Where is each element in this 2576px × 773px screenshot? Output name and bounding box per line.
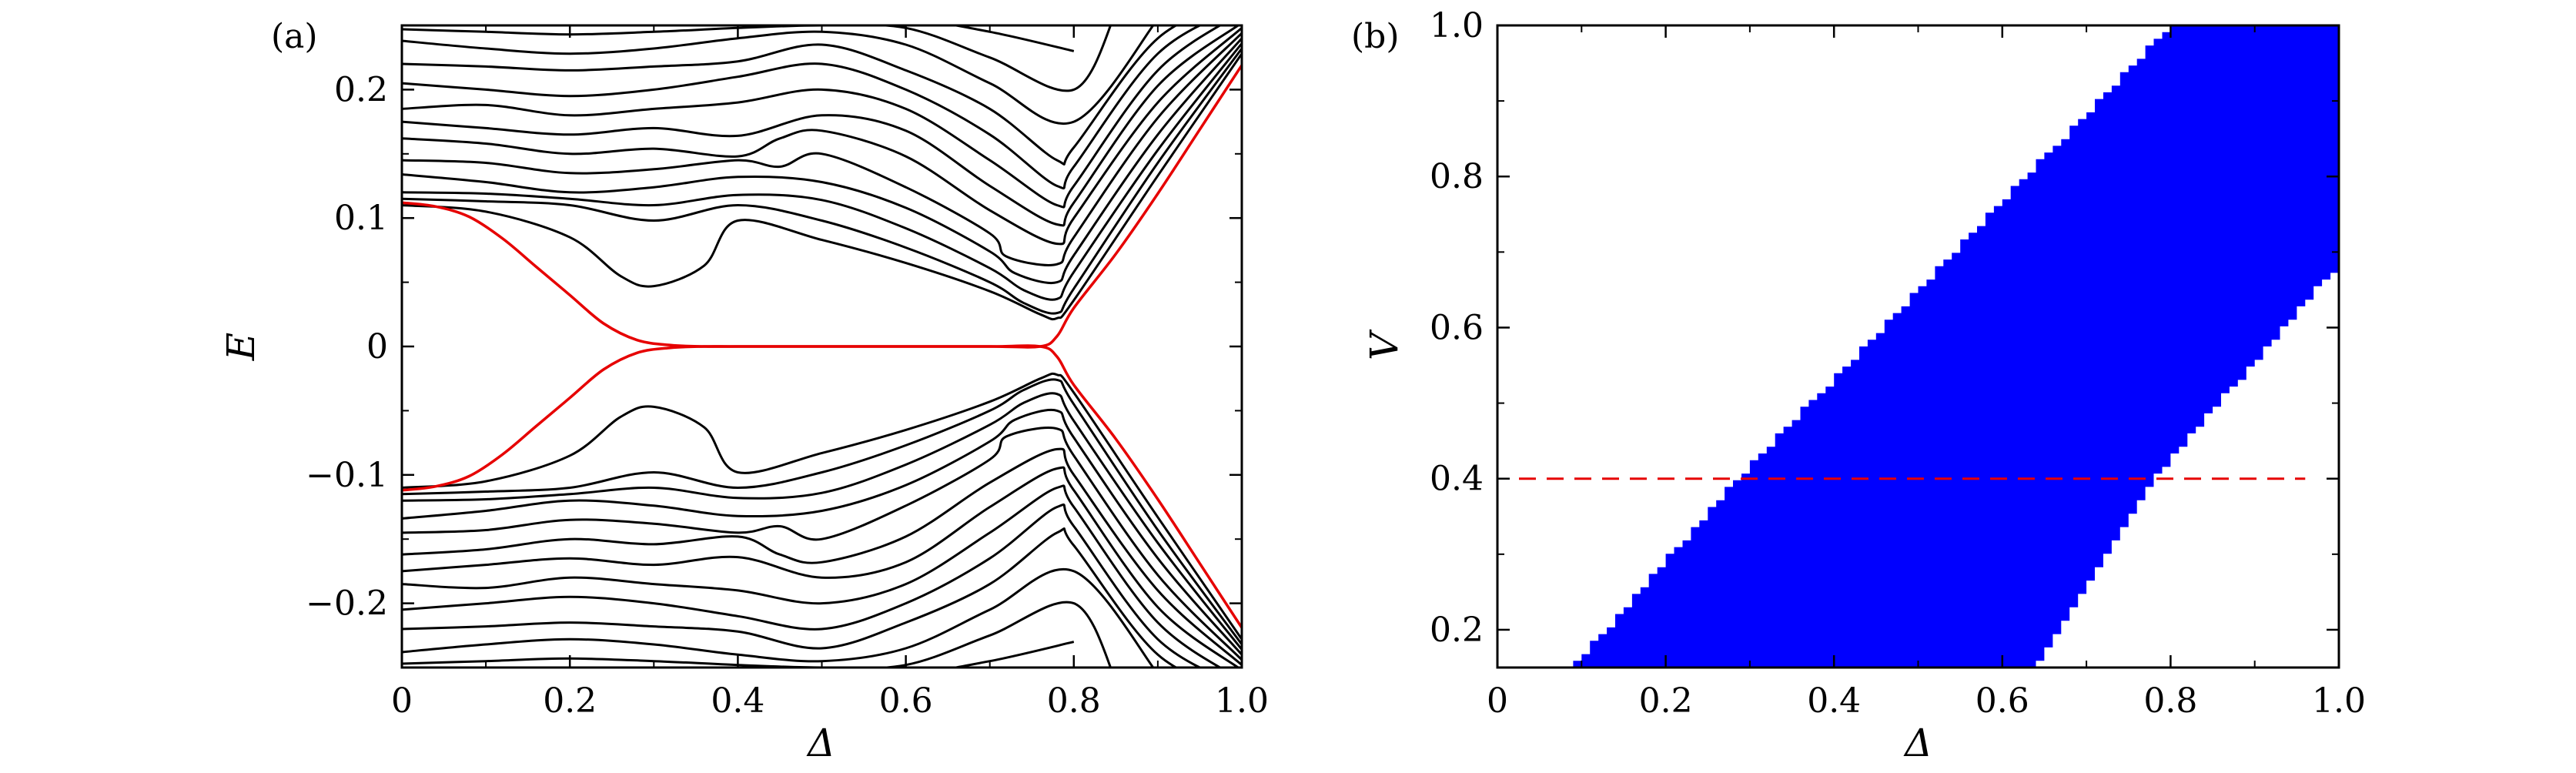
bulk-band-line-negative — [402, 427, 1242, 661]
panel-b-x-axis-label: Δ — [1903, 721, 1932, 765]
panel-a-y-tick-label: 0.2 — [334, 70, 388, 109]
panel-b-x-tick-label: 0 — [1487, 681, 1508, 721]
panel-a-frame — [400, 24, 1243, 669]
panel-b-frame — [1496, 24, 2340, 669]
bulk-band-line-positive — [402, 25, 1240, 227]
panel-a-y-tick-label: 0.1 — [334, 199, 388, 238]
panel-b-x-tick-label: 1.0 — [2312, 681, 2366, 721]
panel-b-y-axis-label: V — [1362, 329, 1407, 360]
panel-b-tag: (b) — [1351, 17, 1400, 56]
bulk-band-line-negative — [402, 568, 1155, 668]
panel-b-x-tick-label: 0.4 — [1807, 681, 1861, 721]
panel-a-y-tick-label: 0 — [366, 327, 388, 366]
panel-b-x-tick-label: 0.6 — [1975, 681, 2029, 721]
bulk-band-line-positive — [402, 25, 1203, 189]
panel-b-y-tick-label: 0.8 — [1430, 157, 1484, 196]
bulk-band-line-negative — [402, 504, 1203, 668]
bulk-band-line-positive — [402, 27, 1242, 246]
bulk-band-line-positive — [402, 32, 1242, 266]
topological-region — [1573, 25, 2339, 668]
bulk-band-line-negative — [402, 527, 1179, 668]
bulk-band-line-negative — [402, 378, 1242, 645]
panel-a-x-axis-label: Δ — [806, 721, 835, 765]
bulk-band-line-negative — [402, 447, 1242, 666]
bulk-band-line-positive — [949, 25, 1075, 52]
bulk-band-line-positive — [402, 42, 1242, 301]
panel-b-y-tick-label: 0.6 — [1430, 308, 1484, 347]
panel-b-y-tick-label: 0.2 — [1430, 611, 1484, 650]
bulk-band-line-negative — [402, 392, 1242, 651]
edge-state-line-negative — [402, 344, 1242, 629]
panel-a-x-tick-labels: 0 0.2 0.4 0.6 0.8 1.0 — [391, 681, 1269, 721]
panel-a-plot-area — [402, 25, 1242, 668]
panel-a-y-tick-label: −0.2 — [306, 584, 388, 624]
bulk-band-line-negative — [402, 466, 1240, 668]
panel-a-x-tick-label: 0.4 — [711, 681, 764, 721]
panel-a-y-axis-label: E — [219, 333, 263, 362]
panel-a-y-tick-labels: 0.2 0.1 0 −0.1 −0.2 — [306, 70, 388, 623]
bulk-band-line-negative — [949, 641, 1075, 668]
bulk-band-line-positive — [402, 48, 1242, 315]
bulk-band-line-positive — [402, 37, 1242, 284]
panel-b-y-tick-label: 1.0 — [1430, 6, 1484, 45]
bulk-band-line-negative — [402, 372, 1242, 641]
panel-b-x-tick-label: 0.2 — [1639, 681, 1693, 721]
panel-b-y-tick-labels: 0.2 0.4 0.6 0.8 1.0 — [1430, 6, 1484, 650]
bulk-band-line-positive — [402, 25, 1155, 125]
panel-a-x-tick-label: 0.8 — [1047, 681, 1101, 721]
panel-a-y-tick-label: −0.1 — [306, 456, 388, 495]
panel-a-x-tick-label: 0.6 — [879, 681, 933, 721]
panel-a-x-tick-label: 0 — [391, 681, 413, 721]
panel-b-plot-area — [1519, 25, 2339, 668]
bulk-band-line-negative — [402, 484, 1223, 668]
panel-b-x-tick-label: 0.8 — [2143, 681, 2197, 721]
bulk-band-line-positive — [402, 25, 1179, 166]
panel-a-tag: (a) — [271, 17, 318, 56]
bulk-band-line-positive — [402, 25, 1223, 209]
panel-b-x-tick-labels: 0 0.2 0.4 0.6 0.8 1.0 — [1487, 681, 2366, 721]
panel-a-x-tick-label: 0.2 — [543, 681, 597, 721]
bulk-band-line-negative — [402, 409, 1242, 656]
panel-b-phase-diagram: (b) 0 0.2 0.4 0.6 0.8 1.0 0.20.40.60.81.0 Δ V — [1351, 6, 2366, 765]
bulk-band-line-positive — [402, 52, 1242, 321]
panel-a-energy-spectrum: (a) 0 0.2 0.4 0.6 0.8 1.0 0.2 0.1 0 −0.1 −0.2 Δ E — [219, 17, 1269, 765]
panel-b-y-tick-label: 0.4 — [1430, 460, 1484, 499]
panel-a-x-tick-label: 1.0 — [1215, 681, 1269, 721]
